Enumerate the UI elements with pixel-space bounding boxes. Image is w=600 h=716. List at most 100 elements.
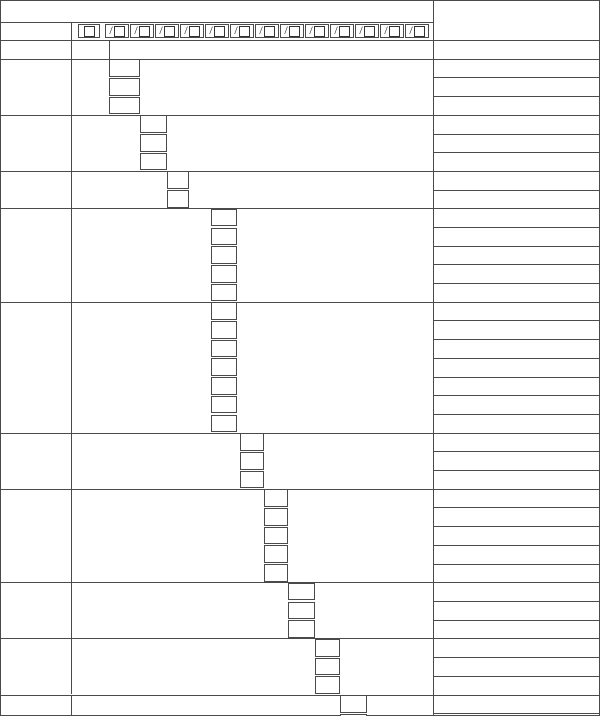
code-cell-5-5[interactable] [211, 395, 237, 414]
code-cell-8-2[interactable] [288, 620, 315, 638]
desc-rule-5-2 [433, 358, 600, 359]
model-slot-2[interactable]: / [130, 24, 154, 38]
desc-rule-1-0 [433, 77, 600, 78]
code-cell-4-3[interactable] [211, 264, 237, 283]
code-cell-7-4[interactable] [264, 564, 288, 582]
code-cell-4-2[interactable] [211, 246, 237, 264]
model-slot-7[interactable]: / [255, 24, 279, 38]
model-slot-3[interactable]: / [155, 24, 179, 38]
model-slot-6[interactable]: / [230, 24, 254, 38]
code-cell-6-0[interactable] [240, 433, 264, 451]
slot-slash: / [409, 23, 413, 37]
group-separator-6 [0, 489, 600, 490]
model-slot-9[interactable]: / [305, 24, 329, 38]
model-slot-0[interactable] [78, 24, 100, 38]
code-cell-7-3[interactable] [264, 545, 288, 564]
slot-square-icon [338, 25, 350, 37]
code-cell-7-1[interactable] [264, 508, 288, 526]
slot-slash: / [234, 23, 238, 37]
code-cell-4-0[interactable] [211, 208, 237, 227]
code-cell-8-1[interactable] [288, 601, 315, 620]
desc-rule-5-1 [433, 339, 600, 340]
table-top-border [0, 0, 600, 1]
desc-cell-2-2 [433, 152, 599, 171]
code-cell-1-2[interactable] [109, 96, 140, 115]
desc-rule-4-3 [433, 283, 600, 284]
model-slot-11[interactable]: / [355, 24, 379, 38]
desc-cell-8-1 [433, 601, 599, 620]
desc-cell-8-0 [433, 582, 599, 601]
code-cell-7-0[interactable] [264, 489, 288, 507]
label-col-divider-3 [71, 170, 72, 209]
code-cell-4-1[interactable] [211, 227, 237, 246]
desc-rule-2-1 [433, 152, 600, 153]
code-cell-10-1[interactable] [340, 713, 367, 716]
desc-cell-10-0 [433, 695, 599, 714]
desc-cell-4-0 [433, 208, 599, 227]
code-cell-2-1[interactable] [140, 134, 167, 152]
code-cell-6-1[interactable] [240, 451, 264, 470]
model-slot-12[interactable]: / [380, 24, 404, 38]
desc-cell-7-4 [433, 564, 599, 583]
desc-rule-4-0 [433, 227, 600, 228]
group-separator-8 [0, 638, 600, 639]
code-cell-3-0[interactable] [167, 171, 189, 190]
code-cell-9-2[interactable] [315, 676, 340, 694]
model-slot-10[interactable]: / [330, 24, 354, 38]
dn-col-divider [109, 40, 110, 59]
desc-rule-4-2 [433, 264, 600, 265]
code-cell-5-1[interactable] [211, 321, 237, 339]
desc-rule-6-0 [433, 451, 600, 452]
row-label-0 [0, 40, 71, 59]
code-cell-5-4[interactable] [211, 377, 237, 395]
label-col-divider-5 [71, 301, 72, 433]
code-cell-6-2[interactable] [240, 470, 264, 489]
code-cell-5-3[interactable] [211, 358, 237, 377]
model-slot-5[interactable]: / [205, 24, 229, 38]
slot-slash: / [159, 23, 163, 37]
code-cell-4-4[interactable] [211, 283, 237, 302]
slot-slash: / [259, 23, 263, 37]
model-slot-1[interactable]: / [105, 24, 129, 38]
code-cell-5-2[interactable] [211, 339, 237, 358]
model-slot-13[interactable]: / [405, 24, 429, 38]
code-cell-7-2[interactable] [264, 526, 288, 545]
model-slot-4[interactable]: / [180, 24, 204, 38]
desc-cell-7-3 [433, 545, 599, 564]
slot-square-icon [413, 25, 425, 37]
desc-rule-8-0 [433, 601, 600, 602]
desc-cell-1-2 [433, 96, 599, 115]
code-cell-1-1[interactable] [109, 77, 140, 96]
code-cell-2-0[interactable] [140, 115, 167, 133]
label-col-divider-10 [71, 694, 72, 716]
desc-cell-5-0 [433, 302, 599, 321]
row-label-10 [0, 695, 71, 716]
code-cell-9-1[interactable] [315, 657, 340, 676]
model-prefix-label [4, 22, 71, 40]
label-col-divider-6 [71, 432, 72, 489]
code-cell-1-0[interactable] [109, 59, 140, 77]
slot-slash: / [359, 23, 363, 37]
code-cell-8-0[interactable] [288, 582, 315, 601]
slot-square-icon [238, 25, 250, 37]
code-cell-10-0[interactable] [340, 695, 367, 713]
desc-cell-9-1 [433, 657, 599, 676]
group-separator-7 [0, 582, 600, 583]
label-col-divider-1 [71, 58, 72, 115]
model-slot-8[interactable]: / [280, 24, 304, 38]
slot-slash: / [384, 23, 388, 37]
model-row-bottom-rule [0, 40, 600, 41]
code-cell-2-2[interactable] [140, 152, 167, 171]
desc-rule-5-5 [433, 414, 600, 415]
row-label-4 [0, 208, 71, 302]
page-title [0, 2, 433, 22]
desc-cell-8-2 [433, 620, 599, 639]
code-cell-5-6[interactable] [211, 414, 237, 433]
slot-square-icon [388, 25, 400, 37]
slot-square-icon [263, 25, 275, 37]
code-cell-5-0[interactable] [211, 302, 237, 320]
code-cell-3-1[interactable] [167, 190, 189, 208]
code-cell-9-0[interactable] [315, 638, 340, 657]
desc-cell-7-1 [433, 508, 599, 527]
group-separator-1 [0, 115, 600, 116]
